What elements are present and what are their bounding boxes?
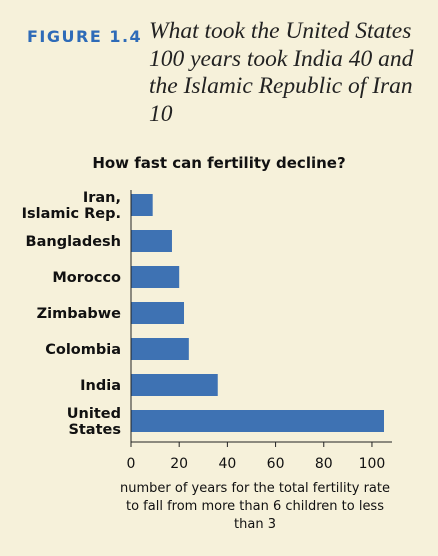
x-tick-label: 80 <box>315 456 333 472</box>
category-label: Islamic Rep. <box>22 206 121 222</box>
category-label: Zimbabwe <box>37 306 122 322</box>
bar <box>131 410 384 432</box>
x-tick-label: 60 <box>267 456 285 472</box>
category-label: Colombia <box>45 342 121 358</box>
figure-label: FIGURE 1.4 <box>27 27 143 46</box>
x-tick-label: 40 <box>218 456 236 472</box>
figure-title: What took the United States 100 years to… <box>149 18 414 127</box>
category-label: Morocco <box>52 270 121 286</box>
x-tick-label: 100 <box>359 456 386 472</box>
category-label: India <box>80 378 121 394</box>
x-tick-label: 20 <box>170 456 188 472</box>
chart-title: How fast can fertility decline? <box>92 154 346 172</box>
category-label: United <box>67 406 121 422</box>
bar <box>131 338 189 360</box>
bar <box>131 266 180 288</box>
category-label: States <box>68 422 121 438</box>
category-label: Bangladesh <box>26 234 121 250</box>
x-tick-label: 0 <box>127 456 136 472</box>
bar <box>131 194 153 216</box>
bar <box>131 374 218 396</box>
category-label: Iran, <box>83 190 121 206</box>
x-axis-label: number of years for the total fertility … <box>120 481 390 532</box>
bar <box>131 230 172 252</box>
bar <box>131 302 185 324</box>
